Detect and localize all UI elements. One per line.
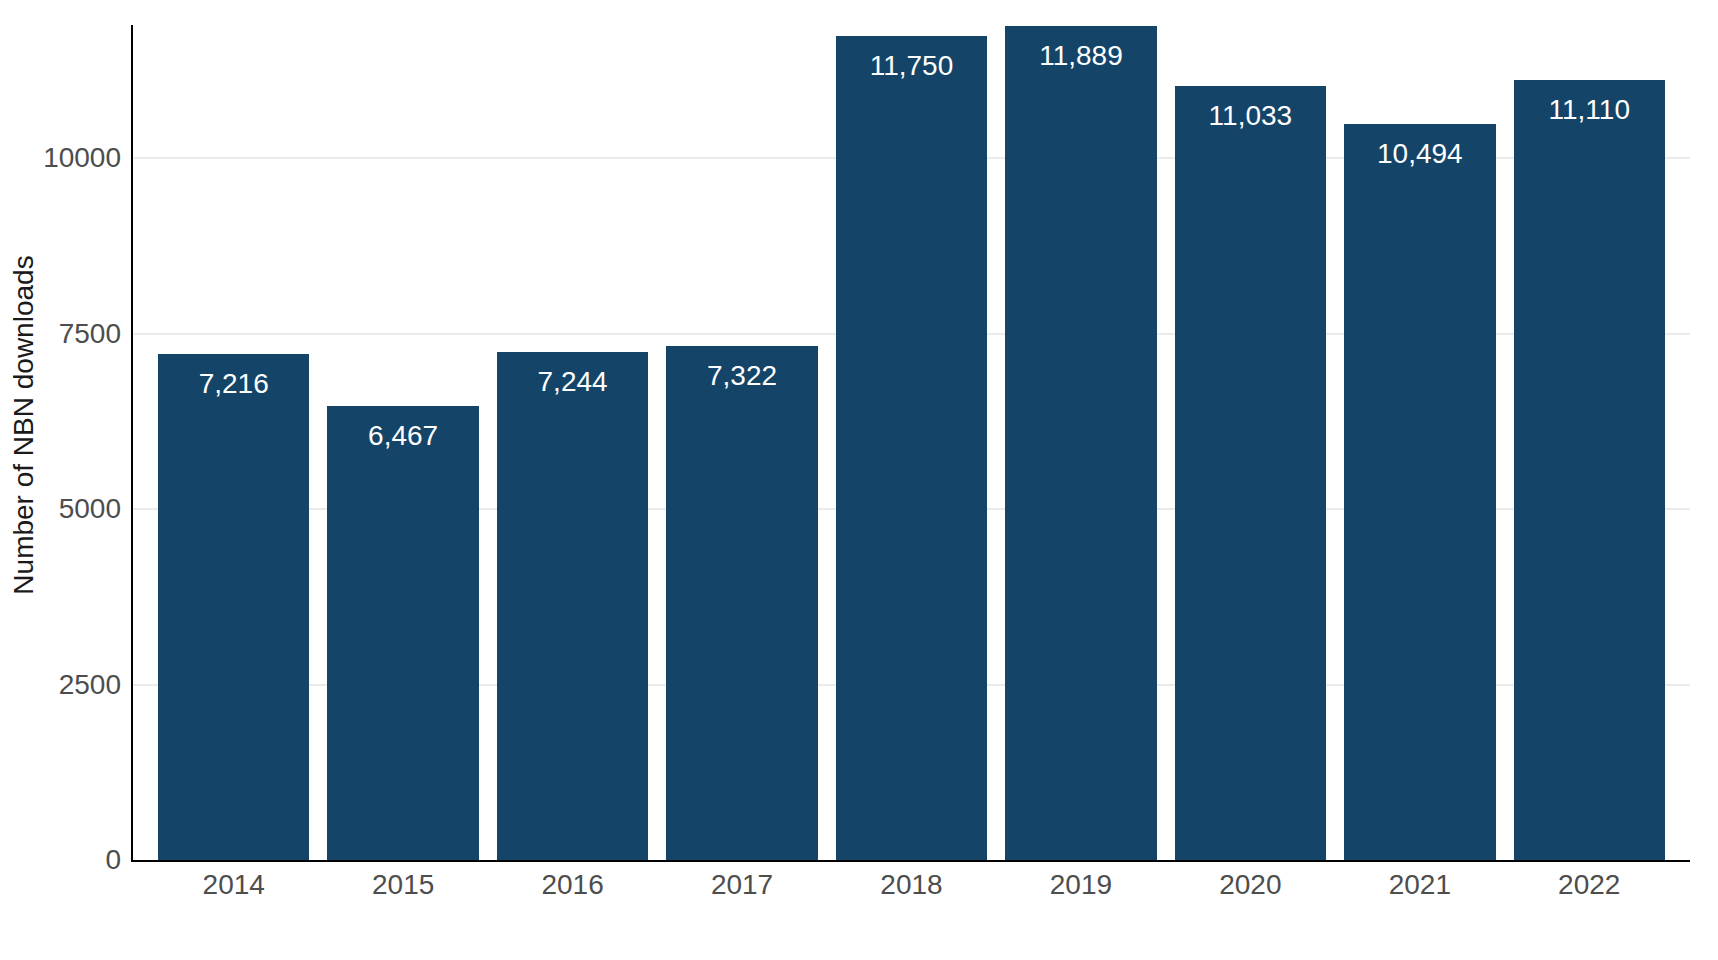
bar-chart: Number of NBN downloads 0 2500 5000 7500 100… — [0, 0, 1718, 960]
bar-value-label: 11,110 — [1514, 93, 1665, 127]
bar — [1175, 86, 1326, 860]
x-axis-line — [131, 860, 1690, 862]
x-tick-label: 2017 — [646, 868, 837, 902]
bar-value-label: 7,244 — [497, 365, 648, 399]
y-axis-title: Number of NBN downloads — [8, 255, 40, 594]
y-tick-label: 0 — [0, 843, 121, 877]
y-tick-label: 5000 — [0, 492, 121, 526]
y-axis-line — [131, 25, 133, 862]
bar-value-label: 11,750 — [836, 49, 987, 83]
bar — [836, 36, 987, 860]
bar — [1005, 26, 1156, 860]
y-tick-label: 7500 — [0, 317, 121, 351]
bar — [1514, 80, 1665, 860]
bar-value-label: 7,322 — [666, 359, 817, 393]
x-tick-label: 2021 — [1324, 868, 1515, 902]
bar — [327, 406, 478, 860]
x-tick-label: 2019 — [985, 868, 1176, 902]
y-tick-label: 10000 — [0, 141, 121, 175]
bar — [497, 352, 648, 860]
bar-value-label: 6,467 — [327, 419, 478, 453]
bar — [666, 346, 817, 860]
y-tick-label: 2500 — [0, 668, 121, 702]
x-tick-label: 2015 — [307, 868, 498, 902]
x-tick-label: 2020 — [1155, 868, 1346, 902]
bar — [158, 354, 309, 860]
x-tick-label: 2022 — [1494, 868, 1685, 902]
x-tick-label: 2014 — [138, 868, 329, 902]
bar-value-label: 11,889 — [1005, 39, 1156, 73]
bar-value-label: 11,033 — [1175, 99, 1326, 133]
bar-value-label: 10,494 — [1344, 137, 1495, 171]
bar-value-label: 7,216 — [158, 367, 309, 401]
x-tick-label: 2018 — [816, 868, 1007, 902]
bar — [1344, 124, 1495, 860]
x-tick-label: 2016 — [477, 868, 668, 902]
